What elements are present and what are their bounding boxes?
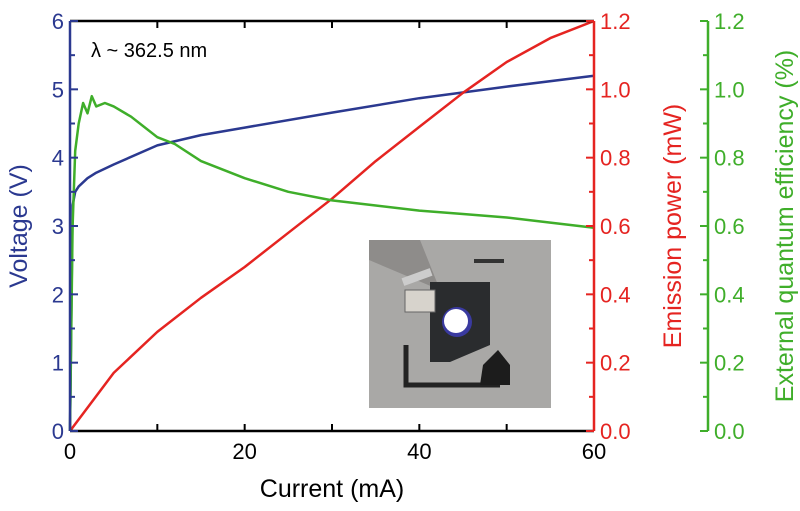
right2-tick-label: 0.6 — [714, 214, 745, 239]
wavelength-annotation: λ ~ 362.5 nm — [91, 40, 207, 62]
right2-tick-label: 0.2 — [714, 351, 745, 376]
right1-tick-label: 0.0 — [600, 419, 631, 444]
left-tick-label: 1 — [52, 351, 64, 376]
right1-tick-label: 0.2 — [600, 351, 631, 376]
series-line-emission-power — [69, 19, 595, 432]
left-axis-label: Voltage (V) — [5, 164, 33, 288]
left-tick-label: 4 — [52, 146, 64, 171]
x-tick-label: 0 — [64, 439, 76, 464]
left-tick-label: 3 — [52, 214, 64, 239]
series-line-external-quantum-efficiency — [68, 94, 595, 432]
right2-tick-label: 0.0 — [714, 419, 745, 444]
right2-tick-label: 1.0 — [714, 77, 745, 102]
right2-tick-label: 1.2 — [714, 9, 745, 34]
right1-tick-label: 1.2 — [600, 9, 631, 34]
x-tick-label: 20 — [232, 439, 256, 464]
x-tick-label: 40 — [407, 439, 431, 464]
x-axis-label: Current (mA) — [260, 475, 404, 503]
inset-device-photo — [369, 240, 551, 408]
left-tick-label: 2 — [52, 282, 64, 307]
x-tick-label: 60 — [582, 439, 606, 464]
right2-axis-label: External quantum efficiency (%) — [771, 50, 799, 402]
right1-tick-label: 0.4 — [600, 282, 631, 307]
right2-tick-label: 0.8 — [714, 146, 745, 171]
left-tick-label: 5 — [52, 77, 64, 102]
left-tick-label: 0 — [52, 419, 64, 444]
series-line-voltage — [68, 74, 595, 432]
right1-tick-label: 0.8 — [600, 146, 631, 171]
right1-axis-label: Emission power (mW) — [659, 104, 687, 348]
left-tick-label: 6 — [52, 9, 64, 34]
right2-tick-label: 0.4 — [714, 282, 745, 307]
right1-tick-label: 1.0 — [600, 77, 631, 102]
right1-tick-label: 0.6 — [600, 214, 631, 239]
